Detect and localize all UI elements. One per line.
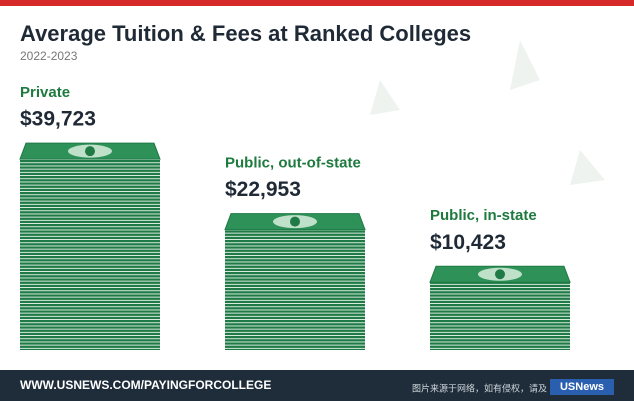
value-label: $10,423 xyxy=(430,231,506,254)
bill-seal-center xyxy=(495,269,505,280)
logo-box xyxy=(550,379,614,395)
category-label: Public, in-state xyxy=(430,207,537,224)
footer-url: WWW.USNEWS.COM/PAYINGFORCOLLEGE xyxy=(20,378,271,392)
category-label: Private xyxy=(20,84,70,101)
footer-bar xyxy=(0,370,634,401)
value-label: $39,723 xyxy=(20,108,96,131)
bill-stack xyxy=(430,282,570,350)
top-bar xyxy=(0,0,634,6)
bill-stack xyxy=(225,229,365,350)
category-label: Public, out-of-state xyxy=(225,155,361,172)
chart-title: Average Tuition & Fees at Ranked College… xyxy=(20,21,471,46)
watermark: 图片来源于网络，如有侵权，请及 xyxy=(412,382,547,393)
bill-seal-center xyxy=(290,216,300,227)
bill-seal-center xyxy=(85,146,95,157)
logo: USNews xyxy=(560,381,604,393)
bill-stack xyxy=(20,159,160,350)
chart-subtitle: 2022-2023 xyxy=(20,49,78,63)
value-label: $22,953 xyxy=(225,178,301,201)
